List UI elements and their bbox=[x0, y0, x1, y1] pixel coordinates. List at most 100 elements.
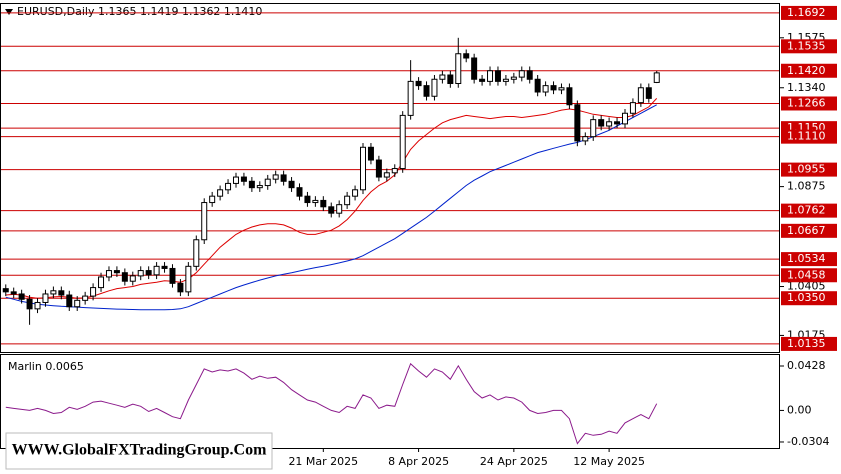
indicator-title: Marlin 0.0065 bbox=[8, 360, 84, 373]
indicator-line bbox=[5, 362, 658, 445]
candle-body bbox=[240, 176, 247, 182]
x-tick-label: 12 May 2025 bbox=[573, 455, 645, 468]
level-label: 1.0762 bbox=[787, 204, 826, 217]
candle-body bbox=[367, 146, 374, 161]
candle-body bbox=[105, 270, 112, 278]
level-label-box bbox=[781, 252, 837, 267]
candle-body bbox=[606, 121, 613, 127]
candle-body bbox=[518, 70, 525, 78]
main-frame bbox=[0, 3, 780, 353]
candle-body bbox=[74, 299, 81, 308]
candle-body bbox=[471, 57, 478, 80]
candle-body bbox=[280, 174, 287, 182]
x-tick-label: 21 Mar 2025 bbox=[288, 455, 358, 468]
candle-body bbox=[447, 74, 454, 85]
moving-average bbox=[5, 104, 657, 311]
level-label: 1.1692 bbox=[787, 6, 826, 19]
candle-body bbox=[566, 87, 573, 106]
level-label-box bbox=[781, 129, 837, 144]
candle-body bbox=[487, 70, 494, 82]
level-label: 1.1266 bbox=[787, 96, 826, 109]
candle-body bbox=[58, 290, 65, 296]
candle-body bbox=[598, 119, 605, 127]
level-label-box bbox=[781, 203, 837, 218]
candle-body bbox=[352, 189, 359, 197]
watermark-box bbox=[5, 432, 273, 470]
candle-body bbox=[645, 87, 652, 99]
candle-body bbox=[193, 239, 200, 267]
candle-body bbox=[90, 287, 97, 297]
level-label: 1.0135 bbox=[787, 337, 826, 350]
y-tick-label: 1.0875 bbox=[787, 180, 826, 193]
candle-body bbox=[479, 78, 486, 82]
level-label-box bbox=[781, 291, 837, 306]
y-tick-label: 1.0405 bbox=[787, 280, 826, 293]
candle-body bbox=[336, 204, 343, 214]
candle-body bbox=[185, 265, 192, 293]
candle-body bbox=[256, 185, 263, 189]
candle-body bbox=[272, 174, 279, 180]
candle-body bbox=[113, 270, 120, 274]
candle-body bbox=[10, 291, 17, 295]
y-tick-label: -0.0304 bbox=[787, 435, 829, 448]
candle-body bbox=[153, 265, 160, 276]
candle-body bbox=[137, 270, 144, 277]
candle-body bbox=[550, 85, 557, 91]
candle-body bbox=[510, 76, 517, 80]
candle-body bbox=[391, 168, 398, 174]
level-label-box bbox=[781, 5, 837, 20]
candle-body bbox=[50, 290, 57, 295]
candle-body bbox=[534, 78, 541, 93]
candle-body bbox=[217, 189, 224, 197]
candle-body bbox=[360, 146, 367, 191]
candle-body bbox=[26, 298, 33, 310]
candle-body bbox=[296, 187, 303, 197]
x-tick-label: 24 Apr 2025 bbox=[480, 455, 548, 468]
level-label: 1.0350 bbox=[787, 291, 826, 304]
candle-body bbox=[161, 265, 168, 269]
candle-body bbox=[18, 293, 25, 300]
candle-body bbox=[455, 53, 462, 85]
level-label-box bbox=[781, 336, 837, 351]
candle-body bbox=[232, 176, 239, 184]
candle-body bbox=[177, 282, 184, 293]
candle-body bbox=[344, 195, 351, 206]
plot-layer: 1.15751.13401.08751.04051.01751.16921.15… bbox=[1, 5, 837, 468]
candle-body bbox=[2, 288, 9, 293]
candle-body bbox=[82, 295, 89, 301]
candle-body bbox=[320, 199, 327, 208]
level-label: 1.1110 bbox=[787, 130, 826, 143]
y-tick-label: 0.0428 bbox=[787, 359, 826, 372]
candle-body bbox=[98, 276, 105, 289]
candle-body bbox=[121, 272, 128, 282]
candle-body bbox=[34, 301, 41, 310]
candle-body bbox=[494, 70, 501, 82]
candle-body bbox=[312, 199, 319, 204]
level-label-box bbox=[781, 39, 837, 54]
candle-body bbox=[542, 85, 549, 93]
candle-body bbox=[415, 80, 422, 87]
candle-body bbox=[637, 87, 644, 104]
candle-body bbox=[423, 85, 430, 97]
candle-body bbox=[145, 270, 152, 276]
candle-body bbox=[304, 195, 311, 204]
level-label: 1.0955 bbox=[787, 163, 826, 176]
indicator-frame bbox=[0, 354, 780, 449]
candle-body bbox=[431, 78, 438, 97]
y-tick-label: 0.00 bbox=[787, 403, 812, 416]
candle-body bbox=[629, 102, 636, 114]
candle-body bbox=[248, 180, 255, 189]
level-label: 1.0458 bbox=[787, 268, 826, 281]
candle-body bbox=[558, 87, 565, 91]
y-tick-label: 1.1340 bbox=[787, 81, 826, 94]
candle-body bbox=[526, 70, 533, 80]
candle-body bbox=[201, 202, 208, 241]
candle-body bbox=[407, 80, 414, 116]
level-label-box bbox=[781, 96, 837, 111]
level-label: 1.0534 bbox=[787, 252, 826, 265]
candle-body bbox=[621, 112, 628, 125]
candle-body bbox=[614, 121, 621, 125]
level-label-box bbox=[781, 162, 837, 177]
level-label-box bbox=[781, 223, 837, 238]
